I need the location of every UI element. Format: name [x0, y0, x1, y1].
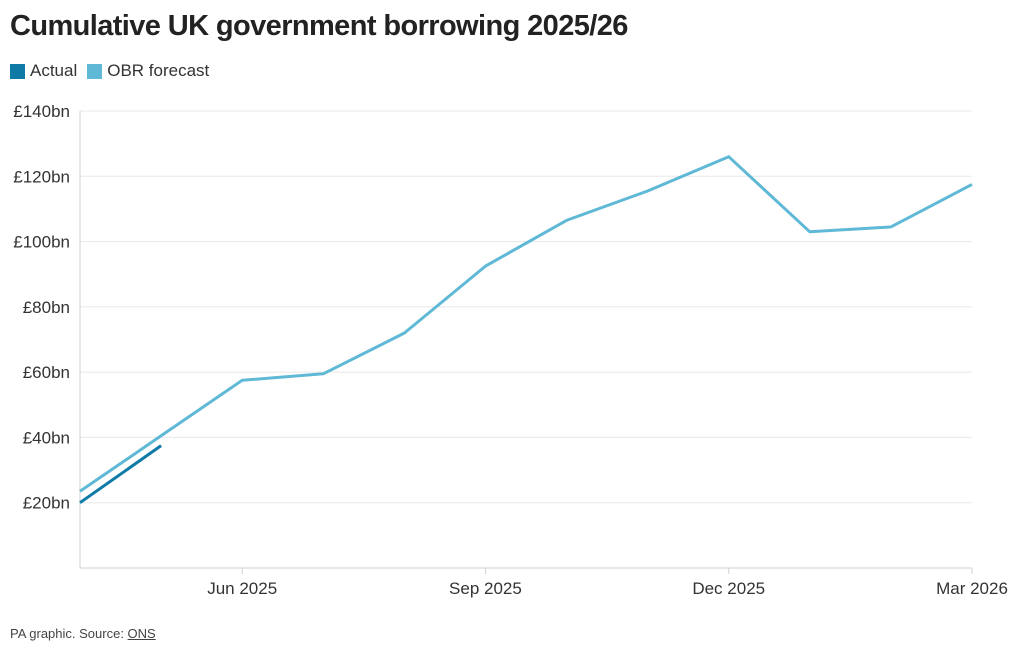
y-tick-label: £100bn: [13, 233, 70, 252]
y-tick-label: £20bn: [23, 494, 70, 513]
series-lines: [79, 155, 973, 504]
footer: PA graphic. Source: ONS: [10, 626, 156, 641]
y-tick-label: £80bn: [23, 298, 70, 317]
x-tick-labels: Jun 2025 Sep 2025 Dec 2025 Mar 2026: [207, 579, 1008, 598]
y-tick-label: £140bn: [13, 102, 70, 121]
legend: Actual OBR forecast: [10, 61, 219, 81]
legend-label: Actual: [30, 61, 78, 80]
gridlines: [80, 110, 972, 504]
legend-swatch: [10, 63, 25, 79]
legend-item: Actual: [10, 61, 77, 81]
axes: [79, 111, 973, 574]
x-tick-label: Jun 2025: [207, 579, 277, 598]
footer-text: PA graphic. Source:: [10, 626, 128, 641]
x-tick-label: Dec 2025: [692, 579, 765, 598]
x-tick-label: Mar 2026: [936, 579, 1008, 598]
y-tick-label: £120bn: [13, 167, 70, 186]
x-tick-label: Sep 2025: [449, 579, 522, 598]
series-line-obr-forecast: [79, 155, 973, 493]
legend-swatch: [87, 63, 103, 79]
line-chart: £20bn £40bn £60bn £80bn £100bn £120bn £140bn J…: [13, 102, 1008, 598]
chart-title: Cumulative UK government borrowing 2025/…: [10, 10, 628, 42]
y-tick-label: £40bn: [23, 428, 70, 447]
source-link[interactable]: ONS: [127, 626, 156, 641]
series-line-actual: [79, 444, 162, 504]
legend-item: OBR forecast: [87, 61, 209, 81]
y-tick-label: £60bn: [23, 363, 70, 382]
legend-label: OBR forecast: [107, 61, 210, 80]
y-tick-labels: £20bn £40bn £60bn £80bn £100bn £120bn £140bn: [13, 102, 70, 513]
